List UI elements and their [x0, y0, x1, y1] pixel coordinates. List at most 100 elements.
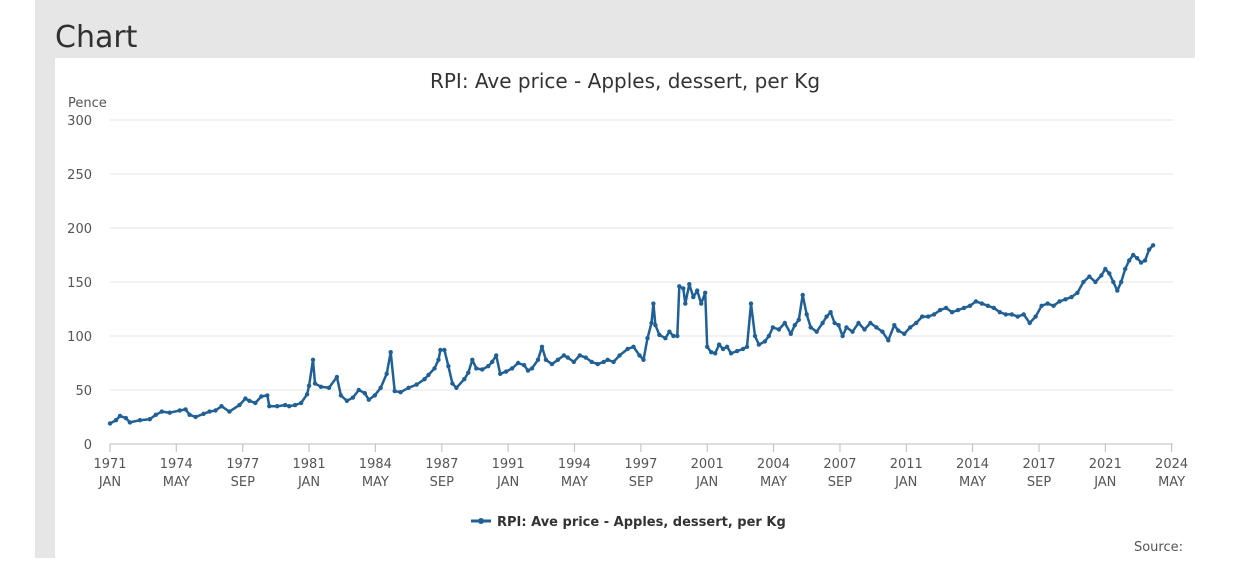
data-point[interactable]	[543, 357, 549, 362]
data-point[interactable]	[462, 377, 467, 382]
data-point[interactable]	[1127, 258, 1132, 263]
data-point[interactable]	[306, 383, 312, 388]
data-point[interactable]	[237, 402, 242, 408]
data-point[interactable]	[691, 294, 696, 300]
data-point[interactable]	[1135, 256, 1140, 261]
data-point[interactable]	[123, 415, 129, 421]
data-point[interactable]	[565, 355, 570, 360]
data-point[interactable]	[486, 364, 491, 369]
data-point[interactable]	[292, 402, 298, 408]
data-point[interactable]	[283, 402, 288, 408]
data-point[interactable]	[776, 327, 782, 332]
data-point[interactable]	[1115, 288, 1120, 293]
data-point[interactable]	[770, 325, 776, 330]
data-point[interactable]	[1142, 258, 1148, 263]
data-point[interactable]	[454, 385, 459, 390]
data-point[interactable]	[955, 307, 961, 313]
data-point[interactable]	[804, 312, 809, 317]
data-point[interactable]	[1138, 260, 1144, 265]
data-point[interactable]	[844, 325, 849, 330]
data-point[interactable]	[788, 331, 793, 336]
data-point[interactable]	[967, 303, 973, 308]
data-point[interactable]	[201, 411, 206, 416]
data-point[interactable]	[561, 353, 567, 358]
data-point[interactable]	[275, 404, 280, 409]
data-point[interactable]	[525, 368, 531, 373]
data-point[interactable]	[1087, 274, 1092, 279]
data-point[interactable]	[756, 342, 762, 347]
data-point[interactable]	[728, 351, 734, 356]
data-point[interactable]	[605, 357, 610, 362]
data-point[interactable]	[207, 409, 212, 414]
data-point[interactable]	[213, 408, 218, 413]
data-point[interactable]	[705, 344, 710, 349]
data-point[interactable]	[159, 409, 164, 414]
data-point[interactable]	[350, 395, 356, 400]
data-point[interactable]	[1150, 243, 1156, 248]
data-point[interactable]	[193, 414, 198, 420]
data-point[interactable]	[1021, 312, 1026, 317]
data-point[interactable]	[1063, 297, 1068, 302]
data-point[interactable]	[943, 305, 949, 311]
data-point[interactable]	[388, 350, 393, 355]
data-point[interactable]	[113, 418, 119, 423]
data-point[interactable]	[782, 320, 787, 326]
data-point[interactable]	[850, 329, 855, 334]
data-point[interactable]	[724, 344, 730, 349]
data-point[interactable]	[649, 320, 654, 326]
data-point[interactable]	[677, 284, 682, 289]
data-point[interactable]	[814, 329, 819, 334]
data-point[interactable]	[494, 353, 499, 358]
data-point[interactable]	[908, 325, 913, 330]
data-point[interactable]	[595, 361, 600, 367]
data-point[interactable]	[1027, 320, 1032, 326]
data-point[interactable]	[675, 333, 680, 339]
data-point[interactable]	[681, 286, 686, 291]
data-point[interactable]	[480, 367, 485, 372]
data-point[interactable]	[824, 314, 829, 319]
data-point[interactable]	[1099, 273, 1104, 278]
data-point[interactable]	[436, 357, 441, 362]
data-point[interactable]	[1009, 312, 1014, 317]
data-point[interactable]	[734, 348, 740, 354]
data-point[interactable]	[259, 394, 264, 399]
data-point[interactable]	[979, 301, 985, 306]
data-point[interactable]	[663, 336, 668, 341]
data-point[interactable]	[356, 387, 361, 393]
data-point[interactable]	[740, 346, 746, 352]
data-point[interactable]	[617, 353, 622, 358]
data-point[interactable]	[298, 400, 304, 406]
data-point[interactable]	[744, 344, 750, 349]
data-point[interactable]	[796, 317, 801, 322]
data-point[interactable]	[539, 344, 545, 349]
data-point[interactable]	[641, 357, 646, 362]
legend[interactable]: RPI: Ave price - Apples, dessert, per Kg	[471, 515, 786, 530]
data-point[interactable]	[1111, 279, 1116, 285]
data-point[interactable]	[862, 327, 867, 332]
data-point[interactable]	[392, 388, 397, 394]
data-point[interactable]	[868, 320, 873, 326]
data-point[interactable]	[521, 363, 527, 368]
data-point[interactable]	[117, 413, 123, 419]
data-point[interactable]	[310, 357, 316, 362]
data-point[interactable]	[808, 325, 813, 330]
data-point[interactable]	[886, 338, 891, 343]
data-point[interactable]	[695, 288, 700, 293]
data-point[interactable]	[406, 385, 411, 390]
data-point[interactable]	[334, 374, 340, 380]
data-point[interactable]	[571, 359, 576, 365]
data-point[interactable]	[1093, 279, 1098, 285]
data-point[interactable]	[304, 392, 310, 397]
data-point[interactable]	[432, 366, 437, 371]
data-point[interactable]	[752, 333, 758, 339]
data-point[interactable]	[645, 336, 650, 341]
data-point[interactable]	[247, 398, 252, 403]
data-point[interactable]	[637, 353, 642, 358]
data-point[interactable]	[490, 359, 495, 365]
data-point[interactable]	[470, 357, 475, 362]
data-point[interactable]	[318, 384, 324, 389]
data-point[interactable]	[1119, 279, 1124, 285]
data-point[interactable]	[1051, 303, 1056, 308]
data-point[interactable]	[800, 292, 805, 298]
data-point[interactable]	[498, 371, 503, 376]
